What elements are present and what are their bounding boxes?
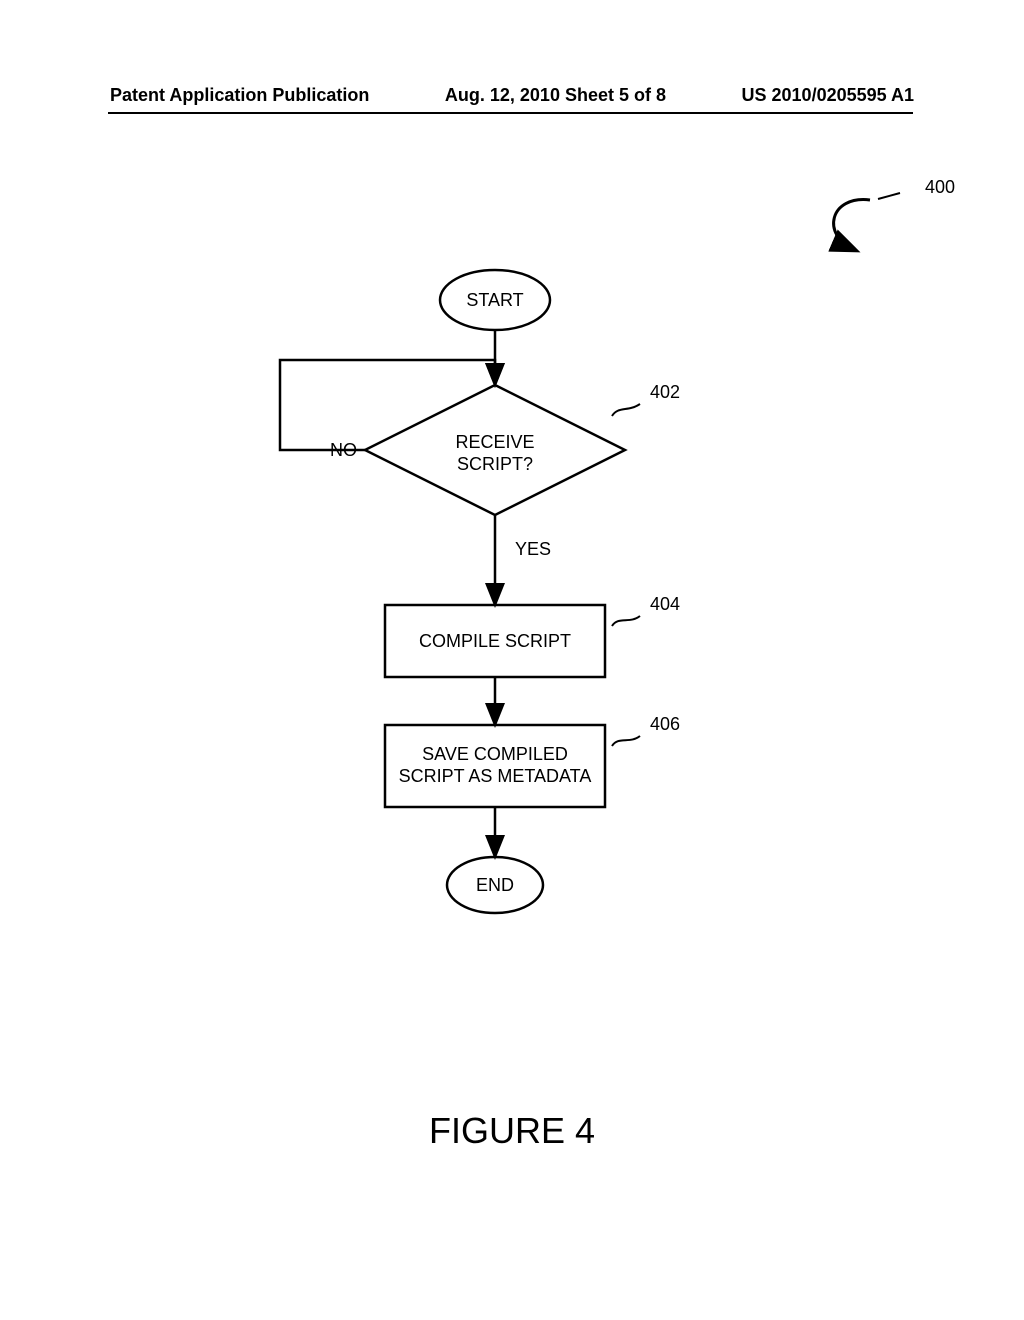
ref-402: 402 — [650, 382, 680, 402]
ref-indicator-curve — [834, 200, 870, 250]
header-rule — [108, 112, 913, 114]
node-decision-label1: RECEIVE — [455, 432, 534, 452]
header-left: Patent Application Publication — [110, 85, 369, 106]
flowchart-container: START RECEIVESCRIPT? COMPILE SCRIPT SAVE CO… — [0, 150, 1024, 970]
ref-indicator-leader — [878, 193, 900, 199]
node-compile-label: COMPILE SCRIPT — [419, 631, 571, 651]
edge-1-label: YES — [515, 539, 551, 559]
header-right: US 2010/0205595 A1 — [742, 85, 914, 106]
page-header: Patent Application Publication Aug. 12, … — [0, 85, 1024, 106]
ref-leader-402 — [612, 404, 640, 416]
ref-406: 406 — [650, 714, 680, 734]
ref-404: 404 — [650, 594, 680, 614]
header-center: Aug. 12, 2010 Sheet 5 of 8 — [445, 85, 666, 106]
node-start-label: START — [466, 290, 523, 310]
edge-2-label: NO — [330, 440, 357, 460]
node-save-label1: SAVE COMPILED — [422, 744, 568, 764]
ref-leader-404 — [612, 616, 640, 626]
node-save-label2: SCRIPT AS METADATA — [399, 766, 592, 786]
ref-leader-406 — [612, 736, 640, 746]
ref-indicator-label: 400 — [925, 177, 955, 197]
node-end-label: END — [476, 875, 514, 895]
node-decision-label2: SCRIPT? — [457, 454, 533, 474]
flowchart-svg: START RECEIVESCRIPT? COMPILE SCRIPT SAVE CO… — [0, 150, 1024, 970]
figure-label: FIGURE 4 — [0, 1110, 1024, 1152]
